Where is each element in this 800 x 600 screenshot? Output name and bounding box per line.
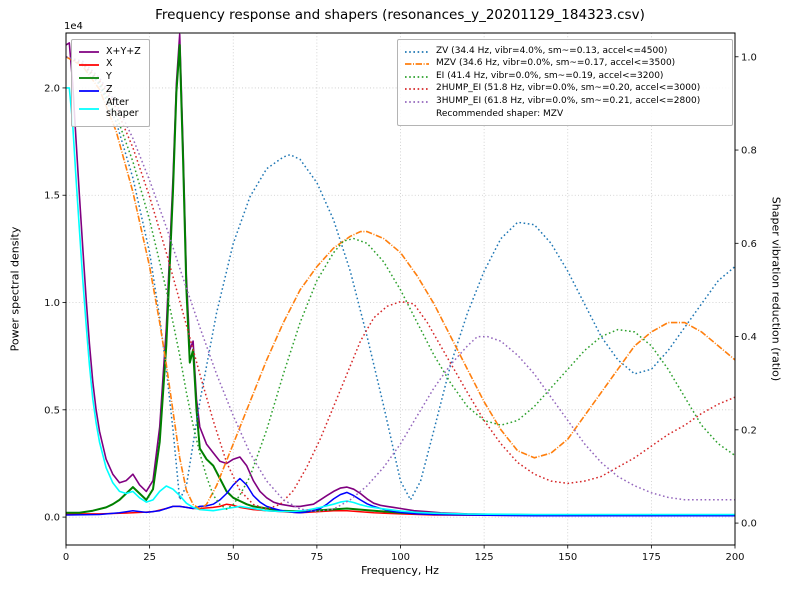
y-right-tick-label: 0.8 [741, 146, 757, 157]
legend-item-3hump-ei: 3HUMP_EI (61.8 Hz, vibr=0.0%, sm~=0.21, … [404, 95, 726, 107]
legend-label-mzv: MZV (34.6 Hz, vibr=0.0%, sm~=0.17, accel… [436, 58, 676, 69]
plot-border [65, 32, 736, 546]
shaper-legend: ZV (34.4 Hz, vibr=4.0%, sm~=0.13, accel<… [397, 39, 733, 126]
legend-label-x: X [106, 58, 113, 70]
legend-label-zv: ZV (34.4 Hz, vibr=4.0%, sm~=0.13, accel<… [436, 45, 668, 56]
z-line-swatch [79, 89, 99, 92]
ei-line-swatch [405, 75, 429, 78]
x-tick-label: 125 [475, 552, 494, 563]
legend-label-ei: EI (41.4 Hz, vibr=0.0%, sm~=0.19, accel<… [436, 70, 664, 81]
legend-label-after-shaper: After shaper [106, 97, 139, 119]
legend-item-zv: ZV (34.4 Hz, vibr=4.0%, sm~=0.13, accel<… [404, 45, 726, 57]
x-axis-label: Frequency, Hz [361, 564, 439, 577]
legend-item-ei: EI (41.4 Hz, vibr=0.0%, sm~=0.19, accel<… [404, 70, 726, 82]
x-tick-label: 25 [143, 552, 156, 563]
y-right-tick-label: 0.0 [741, 519, 757, 530]
y-left-tick-label: 0.0 [44, 513, 60, 524]
y-left-tick-label: 1.0 [44, 298, 60, 309]
y-left-tick-label: 2.0 [44, 83, 60, 94]
series-line-xyz [65, 33, 735, 516]
legend-label-2hump-ei: 2HUMP_EI (51.8 Hz, vibr=0.0%, sm~=0.20, … [436, 83, 701, 94]
series-line-2hump_ei [65, 56, 736, 510]
series-line-mzv [65, 56, 736, 510]
legend-label-3hump-ei: 3HUMP_EI (61.8 Hz, vibr=0.0%, sm~=0.21, … [436, 95, 701, 106]
y-axis-scale-offset: 1e4 [64, 21, 83, 32]
chart-title: Frequency response and shapers (resonanc… [155, 7, 645, 23]
x-tick-label: 175 [642, 552, 661, 563]
legend-label-y: Y [106, 71, 112, 83]
psd-legend: X+Y+Z X Y Z After shaper [71, 39, 150, 127]
mzv-line-swatch [405, 63, 429, 65]
x-tick-label: 0 [63, 552, 69, 563]
y-left-tick-label: 0.5 [44, 405, 60, 416]
legend-item-mzv: MZV (34.6 Hz, vibr=0.0%, sm~=0.17, accel… [404, 58, 726, 69]
recommended-shaper-note: Recommended shaper: MZV [436, 109, 564, 119]
legend-label-xyz: X+Y+Z [106, 45, 141, 57]
x-tick-label: 100 [391, 552, 410, 563]
legend-item-y: Y [78, 71, 141, 83]
x-tick-label: 50 [227, 552, 240, 563]
x-tick-label: 150 [558, 552, 577, 563]
y-right-tick-label: 0.6 [741, 239, 757, 250]
legend-label-z: Z [106, 84, 113, 96]
x-tick-label: 75 [311, 552, 324, 563]
series-line-3hump_ei [65, 56, 735, 513]
y-right-tick-label: 0.4 [741, 332, 757, 343]
y-left-tick-label: 1.5 [44, 191, 60, 202]
y-right-tick-label: 0.2 [741, 425, 757, 436]
legend-item-x: X [78, 58, 141, 70]
series-line-zv [65, 56, 736, 501]
zv-line-swatch [405, 50, 429, 53]
legend-item-2hump-ei: 2HUMP_EI (51.8 Hz, vibr=0.0%, sm~=0.20, … [404, 83, 726, 94]
xyz-line-swatch [79, 50, 99, 53]
x-tick-label: 200 [725, 552, 744, 563]
after-shaper-line-swatch [79, 107, 99, 110]
2hump-ei-line-swatch [405, 88, 429, 90]
legend-item-xyz: X+Y+Z [78, 45, 141, 57]
x-line-swatch [79, 63, 99, 66]
series-line-y [66, 44, 735, 516]
legend-item-after-shaper: After shaper [78, 98, 141, 119]
y-right-tick-label: 1.0 [741, 52, 757, 63]
y-line-swatch [79, 76, 99, 79]
legend-item-z: Z [78, 84, 141, 96]
3hump-ei-line-swatch [405, 100, 429, 103]
